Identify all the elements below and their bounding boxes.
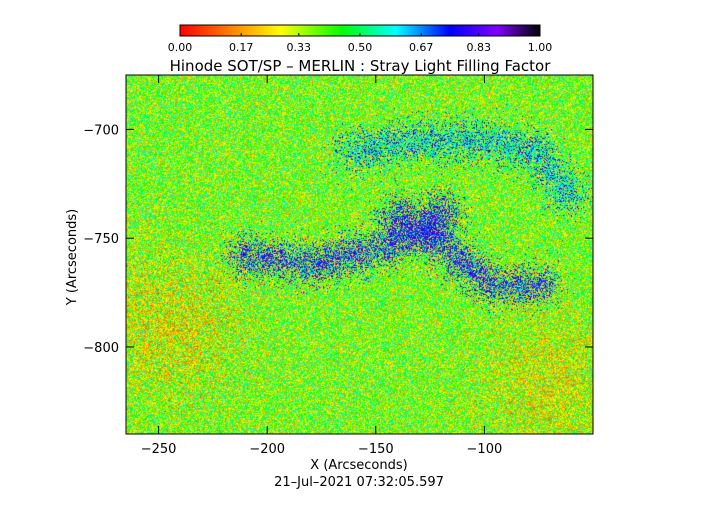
heatmap-image xyxy=(126,75,593,434)
colorbar-tick-label: 0.17 xyxy=(229,41,254,54)
x-tick-label: −100 xyxy=(467,442,503,457)
plot-frame xyxy=(125,74,594,435)
plot-area xyxy=(125,74,594,435)
colorbar-tick-label: 0.83 xyxy=(467,41,492,54)
colorbar-ticks: 0.00 0.17 0.33 0.50 0.67 0.83 1.00 xyxy=(168,33,553,54)
chart-title: Hinode SOT/SP – MERLIN : Stray Light Fil… xyxy=(170,57,552,75)
y-tick-label: −700 xyxy=(83,123,119,138)
colorbar-tick-label: 0.50 xyxy=(348,41,373,54)
colorbar-tick-label: 0.00 xyxy=(168,41,193,54)
colorbar-tick-label: 0.33 xyxy=(287,41,312,54)
y-tick-label: −750 xyxy=(83,232,119,247)
y-axis-label: Y (Arcseconds) xyxy=(65,209,80,306)
x-tick-label: −150 xyxy=(358,442,394,457)
colorbar-tick-label: 0.67 xyxy=(409,41,434,54)
colorbar: 0.00 0.17 0.33 0.50 0.67 0.83 1.00 xyxy=(168,24,553,54)
y-tick-label: −800 xyxy=(83,341,119,356)
x-tick-label: −250 xyxy=(141,442,177,457)
x-tick-label: −200 xyxy=(249,442,285,457)
timestamp: 21–Jul–2021 07:32:05.597 xyxy=(274,475,444,490)
colorbar-tick-label: 1.00 xyxy=(528,41,553,54)
y-axis: −700 −750 −800 xyxy=(83,123,593,356)
x-axis-label: X (Arcseconds) xyxy=(310,458,407,473)
x-axis: −250 −200 −150 −100 xyxy=(141,75,503,457)
